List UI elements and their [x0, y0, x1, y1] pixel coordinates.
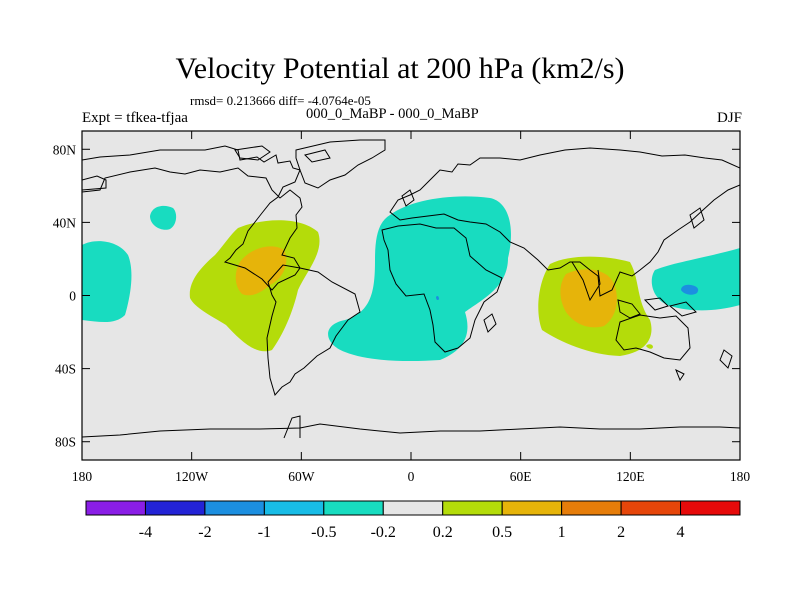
x-tick-label: 60E	[510, 469, 532, 484]
y-tick-label: 40N	[53, 215, 77, 230]
coastline-arctic-islands	[234, 145, 331, 163]
x-tick-label: 60W	[288, 469, 315, 484]
coastline-australia	[615, 314, 691, 361]
experiment-label: Expt = tfkea-tfjaa	[82, 110, 188, 126]
coastline-north-america	[82, 145, 303, 291]
rmsd-diff-stats: rmsd= 0.213666 diff= -4.0764e-05	[190, 93, 371, 108]
fill-region-central-pacific	[82, 241, 132, 323]
coastline-alaska-islands	[82, 175, 107, 191]
coastline-antarctica	[82, 423, 740, 438]
coastline-new-zealand	[675, 349, 733, 382]
season-label: DJF	[716, 110, 742, 126]
axis-ticks	[81, 131, 741, 460]
colorbar-swatch	[620, 500, 682, 516]
fill-region-indian-ocean-core	[560, 269, 617, 328]
colorbar-swatch	[323, 500, 384, 516]
colorbar-label: -2	[198, 524, 211, 541]
colorbar-swatch	[144, 500, 206, 516]
coastline-madagascar	[483, 313, 497, 333]
y-tick-label: 80N	[53, 142, 77, 157]
colorbar-swatch	[561, 500, 622, 516]
fill-region-central-america-core	[235, 246, 287, 296]
colorbar: -4 -2 -1 -0.5 -0.2 0.2 0.5 1 2 4	[85, 500, 741, 541]
y-tick-label: 0	[69, 289, 76, 304]
colorbar-label: -0.2	[371, 524, 396, 541]
y-tick-label: 80S	[55, 435, 76, 450]
colorbar-label: 1	[558, 524, 566, 541]
y-tick-label: 40S	[55, 362, 76, 377]
coastline-eurasia	[389, 147, 740, 297]
period-subtitle: 000_0_MaBP - 000_0_MaBP	[306, 106, 479, 122]
coastline-uk	[401, 189, 415, 207]
fill-region-west-pacific	[651, 248, 740, 311]
fill-region-west-pacific-core	[681, 284, 699, 295]
colorbar-swatch	[85, 500, 146, 516]
chart-title: Velocity Potential at 200 hPa (km2/s)	[175, 52, 625, 85]
coastlines	[82, 139, 740, 439]
colorbar-label: 0.2	[433, 524, 453, 541]
colorbar-swatch	[204, 500, 265, 516]
colorbar-label: -4	[139, 524, 152, 541]
colorbar-swatch	[382, 500, 444, 516]
coastline-japan	[689, 207, 705, 229]
fill-region-north-pacific	[150, 205, 177, 230]
x-tick-label: 0	[408, 469, 415, 484]
x-tick-label: 120W	[175, 469, 208, 484]
fill-region-australia-spot	[646, 344, 653, 349]
colorbar-label: 4	[677, 524, 685, 541]
x-tick-label: 180	[730, 469, 751, 484]
coastline-greenland	[295, 139, 386, 189]
coastline-maritime-continent	[617, 297, 697, 319]
coastline-india-peninsula	[571, 261, 601, 302]
colorbar-label: 2	[617, 524, 625, 541]
colorbar-swatch	[263, 500, 325, 516]
coastline-south-america	[266, 264, 361, 397]
x-tick-label: 180	[72, 469, 93, 484]
x-tick-label: 120E	[616, 469, 645, 484]
axis-labels: 180 120W 60W 0 60E 120E 180 80N 40N 0 40S 80S	[53, 142, 751, 484]
colorbar-swatch	[442, 500, 503, 516]
colorbar-label: 0.5	[492, 524, 512, 541]
coastline-antarctic-peninsula	[283, 415, 301, 439]
colorbar-swatch	[680, 500, 741, 516]
colorbar-label: -1	[258, 524, 271, 541]
colorbar-label: -0.5	[311, 524, 336, 541]
coastline-africa	[381, 223, 503, 353]
colorbar-swatch	[501, 500, 563, 516]
fill-region-africa-spot	[436, 295, 439, 301]
